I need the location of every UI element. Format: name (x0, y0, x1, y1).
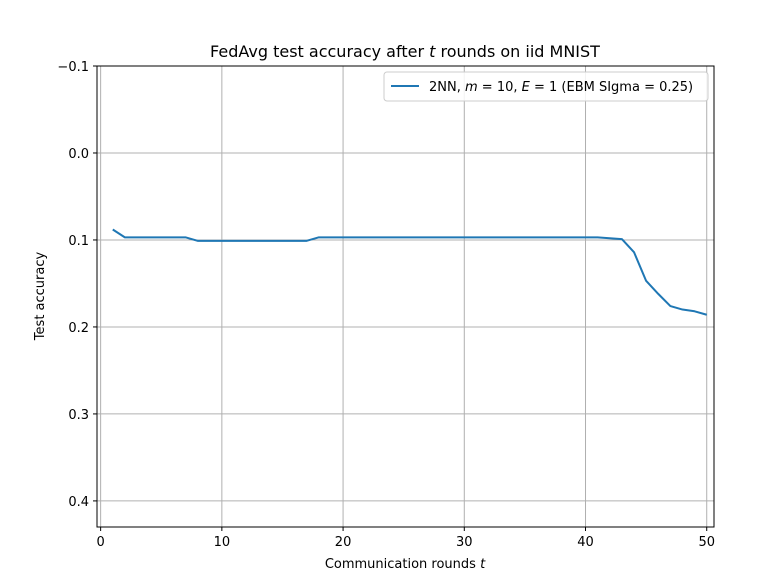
y-tick-label: 0.2 (68, 321, 89, 336)
chart-title: FedAvg test accuracy after t rounds on i… (210, 42, 600, 61)
chart-title-var-t: t (429, 42, 436, 61)
legend-box (383, 71, 709, 102)
x-tick-label: 50 (698, 535, 715, 550)
y-tick-label: 0.1 (68, 234, 89, 249)
series-layer (112, 228, 708, 316)
series-line-0 (112, 228, 708, 316)
chart-title-part-2: rounds on iid MNIST (435, 42, 600, 61)
x-axis-label: Communication rounds t (325, 557, 486, 572)
x-tick-label: 20 (335, 535, 352, 550)
x-axis-label-var-t: t (480, 557, 486, 572)
legend-entry: 2NN, m = 10, E = 1 (EBM SIgma = 0.25) (429, 80, 693, 95)
y-tick-label: −0.1 (57, 60, 89, 75)
legend: 2NN, m = 10, E = 1 (EBM SIgma = 0.25) (383, 71, 709, 102)
x-tick-label: 40 (577, 535, 594, 550)
plot-frame (96, 65, 715, 528)
x-axis: 0 10 20 30 40 50 (96, 527, 715, 550)
y-tick-label: 0.4 (68, 495, 89, 510)
y-axis-label: Test accuracy (33, 252, 48, 342)
x-tick-label: 0 (96, 535, 104, 550)
y-axis: −0.1 0.0 0.1 0.2 0.3 0.4 (57, 60, 97, 510)
x-tick-label: 30 (456, 535, 473, 550)
x-tick-label: 10 (214, 535, 231, 550)
x-axis-label-text: Communication rounds (325, 557, 480, 572)
y-tick-label: 0.3 (68, 408, 89, 423)
chart-title-part-1: FedAvg test accuracy after (210, 42, 429, 61)
y-tick-label: 0.0 (68, 147, 89, 162)
